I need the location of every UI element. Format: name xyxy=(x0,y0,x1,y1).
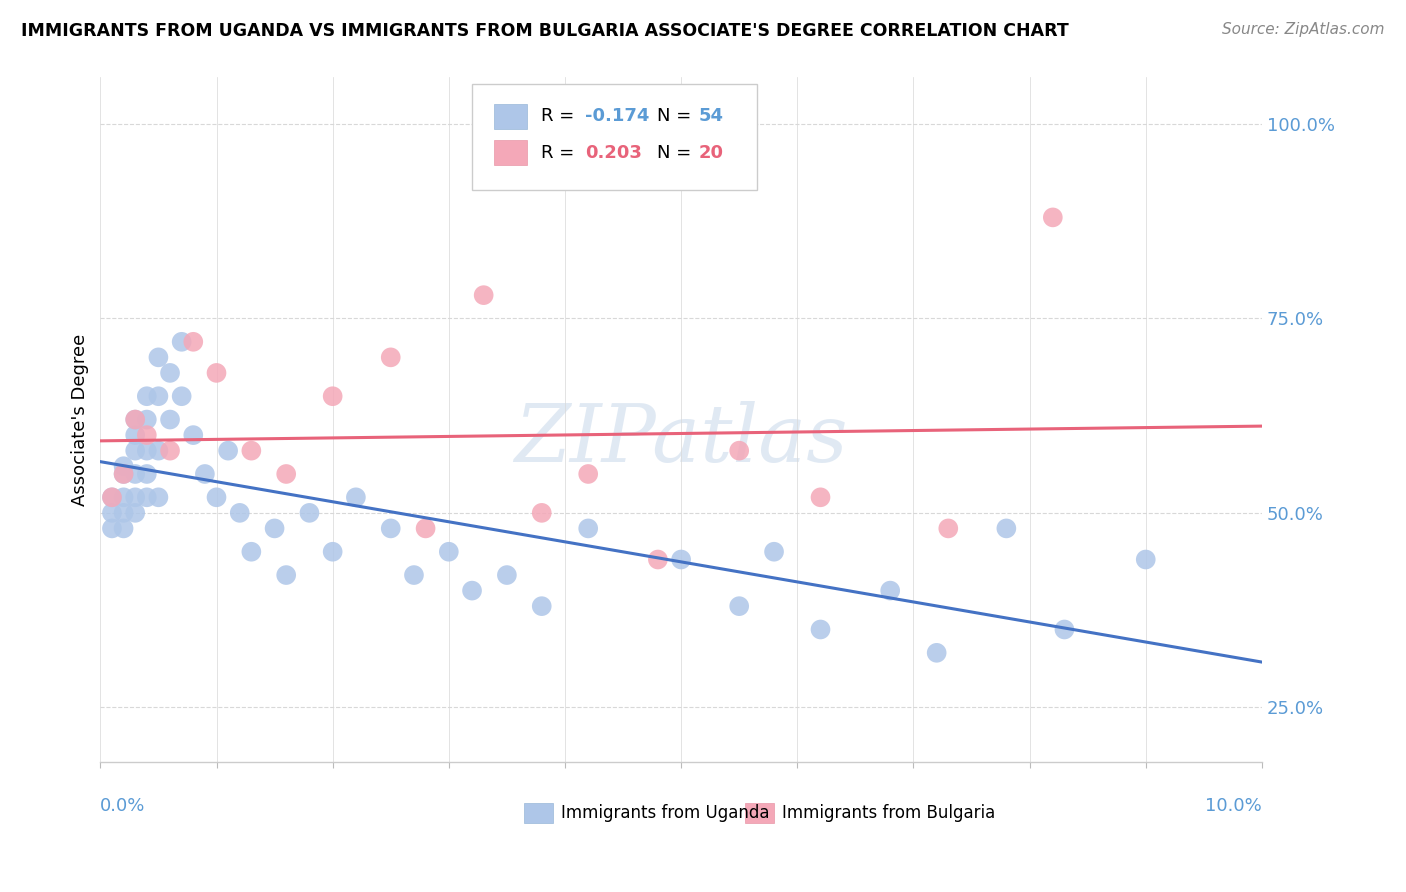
Point xyxy=(135,443,157,458)
Point xyxy=(112,467,135,481)
Point xyxy=(936,521,959,535)
Point xyxy=(263,521,285,535)
Point xyxy=(728,443,751,458)
Text: N =: N = xyxy=(657,107,697,126)
Point xyxy=(576,521,599,535)
Point xyxy=(276,568,298,582)
Point xyxy=(995,521,1018,535)
Point xyxy=(1135,552,1157,566)
Point xyxy=(124,412,146,426)
Text: Immigrants from Bulgaria: Immigrants from Bulgaria xyxy=(782,804,995,822)
Point xyxy=(461,583,484,598)
Point xyxy=(240,545,263,559)
Text: IMMIGRANTS FROM UGANDA VS IMMIGRANTS FROM BULGARIA ASSOCIATE'S DEGREE CORRELATIO: IMMIGRANTS FROM UGANDA VS IMMIGRANTS FRO… xyxy=(21,22,1069,40)
Text: 0.0%: 0.0% xyxy=(100,797,146,814)
Point xyxy=(763,545,786,559)
FancyBboxPatch shape xyxy=(745,803,775,823)
Point xyxy=(298,506,321,520)
Point xyxy=(205,366,228,380)
FancyBboxPatch shape xyxy=(472,84,756,190)
Point xyxy=(647,552,669,566)
Point xyxy=(148,491,170,505)
Point xyxy=(112,521,135,535)
Point xyxy=(124,428,146,442)
Point xyxy=(1053,623,1076,637)
Point xyxy=(124,467,146,481)
Point xyxy=(229,506,252,520)
Point xyxy=(101,491,124,505)
Point xyxy=(322,389,344,403)
Point xyxy=(135,412,157,426)
Point xyxy=(101,521,124,535)
Point xyxy=(148,443,170,458)
Point xyxy=(669,552,692,566)
Point xyxy=(530,599,553,614)
Point xyxy=(112,467,135,481)
Point xyxy=(159,443,181,458)
Point xyxy=(1042,211,1064,225)
Text: 0.203: 0.203 xyxy=(585,144,641,161)
Point xyxy=(181,428,204,442)
Point xyxy=(148,351,170,365)
Point xyxy=(170,334,193,349)
Text: 20: 20 xyxy=(699,144,724,161)
Point xyxy=(124,491,146,505)
Point xyxy=(728,599,751,614)
Point xyxy=(530,506,553,520)
Point xyxy=(101,491,124,505)
Point xyxy=(925,646,948,660)
Text: 54: 54 xyxy=(699,107,724,126)
Point xyxy=(576,467,599,481)
Point xyxy=(159,412,181,426)
FancyBboxPatch shape xyxy=(494,104,527,128)
Point xyxy=(170,389,193,403)
Point xyxy=(159,366,181,380)
Point xyxy=(135,491,157,505)
Text: -0.174: -0.174 xyxy=(585,107,650,126)
Point xyxy=(810,623,832,637)
Point xyxy=(112,506,135,520)
Text: N =: N = xyxy=(657,144,697,161)
Point xyxy=(415,521,437,535)
Point xyxy=(112,459,135,474)
Point xyxy=(496,568,519,582)
FancyBboxPatch shape xyxy=(494,140,527,165)
Point xyxy=(112,491,135,505)
Text: Immigrants from Uganda: Immigrants from Uganda xyxy=(561,804,770,822)
Point xyxy=(437,545,460,559)
Point xyxy=(181,334,204,349)
Point xyxy=(205,491,228,505)
Text: 10.0%: 10.0% xyxy=(1205,797,1263,814)
Point xyxy=(810,491,832,505)
Text: R =: R = xyxy=(540,107,579,126)
Point xyxy=(124,506,146,520)
Point xyxy=(276,467,298,481)
Point xyxy=(472,288,495,302)
Point xyxy=(879,583,901,598)
Text: ZIPatlas: ZIPatlas xyxy=(515,401,848,479)
Point xyxy=(148,389,170,403)
Point xyxy=(135,389,157,403)
FancyBboxPatch shape xyxy=(524,803,554,823)
Text: Source: ZipAtlas.com: Source: ZipAtlas.com xyxy=(1222,22,1385,37)
Point xyxy=(240,443,263,458)
Point xyxy=(380,351,402,365)
Point xyxy=(124,412,146,426)
Point xyxy=(344,491,367,505)
Point xyxy=(101,506,124,520)
Point xyxy=(124,443,146,458)
Point xyxy=(135,467,157,481)
Point xyxy=(380,521,402,535)
Point xyxy=(217,443,239,458)
Point xyxy=(402,568,425,582)
Y-axis label: Associate's Degree: Associate's Degree xyxy=(72,334,89,506)
Point xyxy=(322,545,344,559)
Text: R =: R = xyxy=(540,144,579,161)
Point xyxy=(194,467,217,481)
Point xyxy=(135,428,157,442)
